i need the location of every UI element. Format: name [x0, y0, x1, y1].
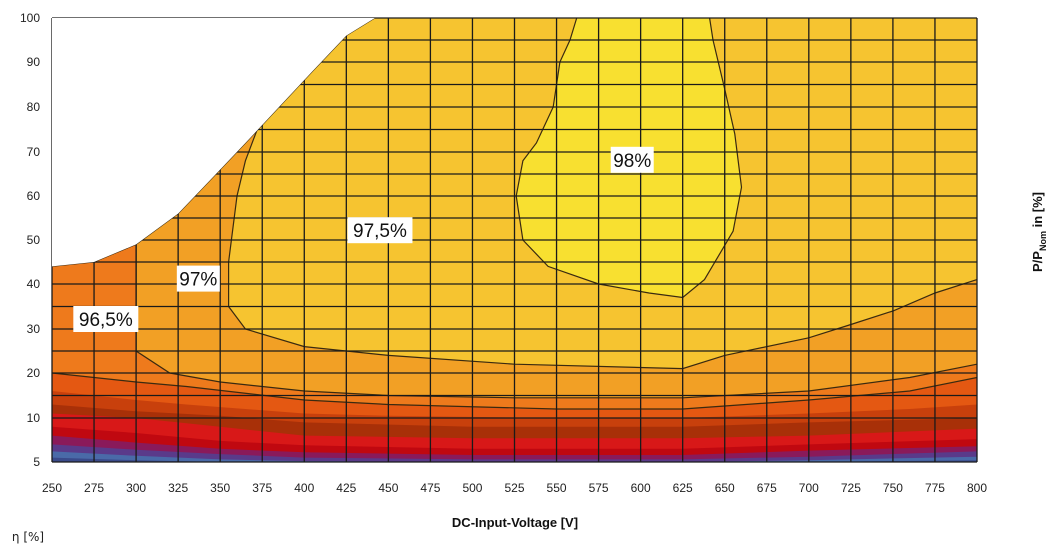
contour-label-box	[610, 146, 654, 173]
x-tick-350: 350	[210, 481, 230, 495]
x-axis-title: DC-Input-Voltage [V]	[452, 515, 578, 530]
envelope-mask	[52, 18, 977, 267]
efficiency-unit-label: η [%]	[12, 530, 44, 544]
x-tick-625: 625	[673, 481, 693, 495]
x-tick-325: 325	[168, 481, 188, 495]
contour-label-text: 97,5%	[353, 221, 407, 242]
band-80	[52, 444, 977, 462]
x-axis-ticks: 250 275 300 325 350 375 400 425 450 475 500 525 550 5…	[42, 481, 987, 495]
x-tick-500: 500	[462, 481, 482, 495]
y-tick-60: 60	[27, 189, 41, 203]
x-tick-700: 700	[799, 481, 819, 495]
y-tick-80: 80	[27, 100, 41, 114]
contour-label-box	[347, 217, 413, 244]
y-axis-title: P/PNom in [%]	[1030, 192, 1046, 272]
band-85	[52, 435, 977, 462]
y-tick-50: 50	[27, 233, 41, 247]
grid-lines	[51, 17, 978, 463]
contour-label-box	[176, 265, 220, 292]
x-tick-775: 775	[925, 481, 945, 495]
y-tick-90: 90	[27, 55, 41, 69]
contour-label-1: 97%	[176, 265, 220, 292]
x-tick-425: 425	[336, 481, 356, 495]
x-tick-550: 550	[547, 481, 567, 495]
y-tick-10: 10	[27, 411, 41, 425]
y-tick-70: 70	[27, 145, 41, 159]
contour-label-0: 96,5%	[73, 306, 139, 332]
y-tick-20: 20	[27, 366, 41, 380]
y-tick-100: 100	[20, 11, 40, 25]
x-tick-300: 300	[126, 481, 146, 495]
x-tick-750: 750	[883, 481, 903, 495]
x-tick-475: 475	[420, 481, 440, 495]
x-tick-600: 600	[631, 481, 651, 495]
y-axis-title-unit: in [%]	[1030, 192, 1045, 231]
y-axis-title-subscript: Nom	[1038, 231, 1046, 251]
contour-labels: 96,5% 97% 97,5% 98%	[73, 146, 654, 332]
y-axis-title-main: P/P	[1030, 251, 1045, 272]
x-tick-800: 800	[967, 481, 987, 495]
y-axis-ticks: 5 10 20 30 40 50 60 70 80 90 100	[20, 11, 40, 469]
svg-text:P/PNom in [%]: P/PNom in [%]	[1030, 192, 1046, 272]
contour-label-box	[73, 306, 139, 332]
x-tick-575: 575	[589, 481, 609, 495]
y-tick-5: 5	[33, 455, 40, 469]
y-tick-30: 30	[27, 322, 41, 336]
x-tick-675: 675	[757, 481, 777, 495]
x-tick-275: 275	[84, 481, 104, 495]
x-tick-250: 250	[42, 481, 62, 495]
y-tick-40: 40	[27, 277, 41, 291]
x-tick-375: 375	[252, 481, 272, 495]
x-tick-400: 400	[294, 481, 314, 495]
contour-label-3: 98%	[610, 146, 654, 173]
x-tick-650: 650	[715, 481, 735, 495]
contour-label-text: 98%	[613, 151, 651, 172]
x-tick-450: 450	[378, 481, 398, 495]
x-tick-525: 525	[504, 481, 524, 495]
contour-label-text: 96,5%	[79, 310, 133, 331]
contour-label-text: 97%	[179, 270, 217, 291]
x-tick-725: 725	[841, 481, 861, 495]
contour-label-2: 97,5%	[347, 217, 413, 244]
